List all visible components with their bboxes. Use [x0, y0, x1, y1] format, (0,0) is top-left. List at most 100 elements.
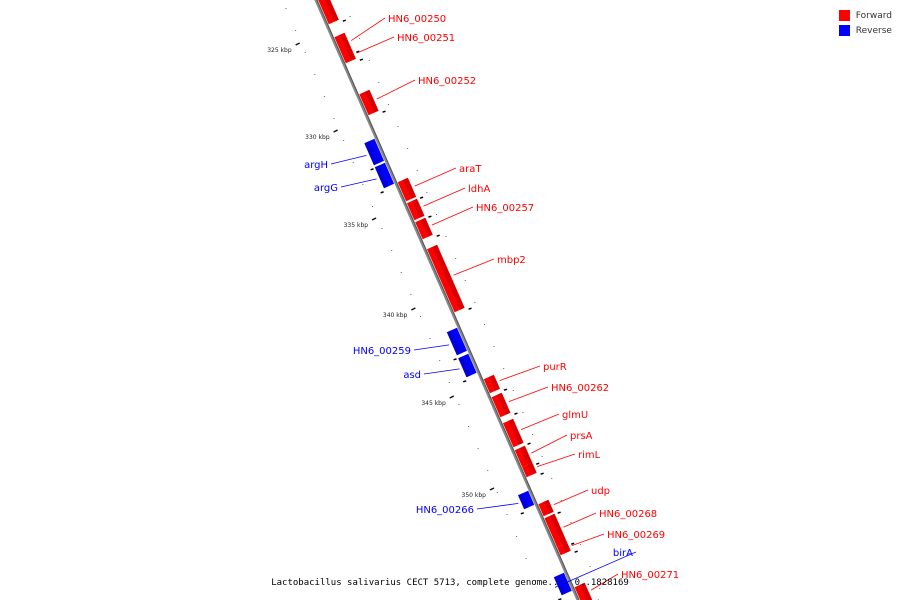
gene-shade — [324, 0, 339, 22]
gene-shade — [520, 445, 533, 465]
gene-leader-line — [350, 17, 386, 41]
guide-dot — [525, 558, 527, 559]
tick-label: 335 kbp — [344, 222, 369, 229]
legend-forward-label: Forward — [855, 10, 892, 21]
legend-reverse-label: Reverse — [855, 25, 892, 36]
guide-dot — [445, 236, 447, 237]
gene-end-tick — [342, 19, 347, 22]
gene-shade — [508, 418, 524, 445]
guide-dot — [391, 250, 393, 251]
tick-mark — [489, 487, 495, 491]
gene-end-tick — [428, 215, 432, 218]
gene-shade — [580, 582, 593, 600]
gene-leader-line — [537, 453, 576, 467]
guide-dot — [493, 346, 495, 347]
gene-leader-line — [453, 258, 495, 276]
gene-label: araT — [459, 164, 482, 175]
guide-dot — [419, 316, 421, 317]
guide-dot — [407, 148, 409, 149]
guide-dot — [506, 514, 508, 515]
gene-label: HN6_00271 — [621, 570, 679, 581]
gene-label: HN6_00259 — [353, 346, 411, 357]
gene-leader-line — [340, 178, 377, 188]
guide-dot — [589, 566, 591, 567]
gene-end-tick — [540, 472, 544, 475]
guide-dot — [435, 214, 437, 215]
gene-shade — [374, 165, 389, 189]
tick-mark — [333, 129, 338, 133]
gene-shade — [403, 177, 417, 199]
guide-dot — [560, 500, 562, 501]
tick-label: 345 kbp — [421, 400, 446, 407]
guide-dot — [439, 360, 441, 361]
gene-shade — [446, 330, 462, 356]
gene-shade — [458, 356, 472, 378]
guide-dot — [535, 580, 537, 581]
guide-dot — [458, 404, 460, 405]
guide-dot — [352, 162, 354, 163]
guide-dot — [455, 258, 457, 259]
guide-dot — [362, 184, 364, 185]
gene-label: HN6_00268 — [599, 509, 657, 520]
gene-leader-line — [590, 573, 619, 591]
guide-dot — [429, 338, 431, 339]
gene-shade — [339, 32, 353, 53]
gene-leader-line — [553, 489, 589, 505]
gene-shade — [562, 542, 571, 553]
gene-end-tick — [356, 50, 360, 53]
guide-dot — [522, 412, 524, 413]
gene-end-tick — [527, 442, 531, 445]
legend-reverse: Reverse — [838, 23, 892, 38]
gene-label: birA — [613, 548, 633, 559]
gene-label: HN6_00266 — [416, 505, 474, 516]
gene-end-tick — [574, 550, 578, 553]
gene-leader-line — [531, 434, 568, 454]
gene-end-tick — [468, 307, 472, 310]
guide-dot — [368, 60, 370, 61]
guide-dot — [532, 434, 534, 435]
gene-end-tick — [436, 234, 440, 237]
gene-leader-line — [431, 206, 474, 226]
tick-label: 340 kbp — [383, 312, 408, 319]
gene-end-tick — [503, 388, 508, 391]
gene-label: udp — [591, 486, 610, 497]
gene-end-tick — [514, 412, 518, 415]
gene-shade — [364, 141, 379, 166]
gene-end-tick — [453, 358, 457, 361]
guide-dot — [387, 104, 389, 105]
legend: Forward Reverse — [838, 8, 892, 38]
gene-label: asd — [403, 370, 421, 381]
guide-dot — [541, 456, 543, 457]
tick-mark — [371, 217, 377, 221]
gene-leader-line — [413, 344, 450, 351]
gene-end-tick — [370, 168, 374, 171]
guide-dot — [496, 492, 498, 493]
guide-dot — [416, 170, 418, 171]
guide-dot — [314, 74, 316, 75]
guide-dot — [397, 126, 399, 127]
genome-caption: Lactobacillus salivarius CECT 5713, comp… — [271, 578, 629, 588]
genome-backbone — [314, 0, 580, 600]
gene-label: argH — [304, 160, 328, 171]
guide-dot — [359, 38, 361, 39]
guide-dot — [400, 272, 402, 273]
guide-dot — [343, 140, 345, 141]
gene-leader-line — [423, 368, 460, 375]
gene-shade — [420, 217, 433, 237]
guide-dot — [512, 390, 514, 391]
gene-leader-line — [476, 503, 519, 510]
guide-dot — [551, 478, 553, 479]
guide-dot — [468, 426, 470, 427]
genome-backbone-edge — [316, 0, 580, 600]
gene-leader-line — [330, 155, 367, 165]
gene-label: HN6_00257 — [476, 203, 534, 214]
guide-dot — [570, 522, 572, 523]
gene-label: HN6_00251 — [397, 33, 455, 44]
guide-dot — [503, 368, 505, 369]
gene-label: HN6_00250 — [388, 14, 446, 25]
forward-swatch — [838, 10, 850, 21]
gene-end-tick — [380, 191, 384, 194]
gene-end-tick — [557, 511, 561, 514]
guide-dot — [474, 302, 476, 303]
